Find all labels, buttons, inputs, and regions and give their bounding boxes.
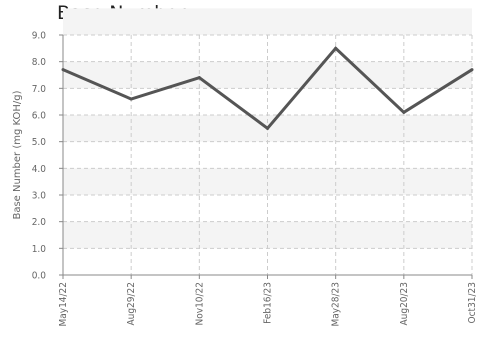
y-tick-label: 4.0: [32, 164, 47, 175]
data-point: [266, 126, 269, 130]
data-point: [197, 76, 201, 80]
x-tick-labels: May14/22 Aug29/22 Nov10/22 Feb16/23 May28/23…: [58, 275, 478, 327]
data-point: [129, 97, 133, 101]
data-point: [334, 46, 338, 50]
x-tick-label: Aug20/23: [399, 282, 410, 326]
grid-lines: [62, 34, 473, 275]
y-tick-labels: 0.0 1.0 2.0 3.0 4.0 5.0 6.0 7.0 8.0 9.0: [32, 31, 63, 282]
y-tick-label: 7.0: [32, 84, 47, 95]
y-tick-label: 2.0: [32, 217, 47, 228]
y-tick-label: 8.0: [32, 57, 47, 68]
x-tick-label: Aug29/22: [126, 282, 137, 326]
y-tick-label: 9.0: [32, 31, 47, 42]
x-tick-label: Oct31/23: [467, 282, 478, 323]
y-tick-label: 5.0: [32, 137, 47, 148]
data-point: [402, 110, 406, 114]
y-tick-label: 1.0: [32, 244, 47, 255]
x-tick-label: May14/22: [58, 282, 69, 327]
x-tick-label: Nov10/22: [194, 282, 205, 325]
series-layer: [61, 46, 474, 131]
x-tick-label: Feb16/23: [263, 282, 274, 324]
data-point: [470, 68, 474, 72]
x-tick-label: May28/23: [331, 282, 342, 327]
y-tick-label: 0.0: [32, 271, 47, 282]
data-point: [61, 68, 65, 72]
y-tick-label: 3.0: [32, 191, 47, 202]
y-axis-label: Base Number (mg KOH/g): [12, 90, 23, 219]
y-tick-label: 6.0: [32, 111, 47, 122]
plot-band: [63, 8, 472, 36]
